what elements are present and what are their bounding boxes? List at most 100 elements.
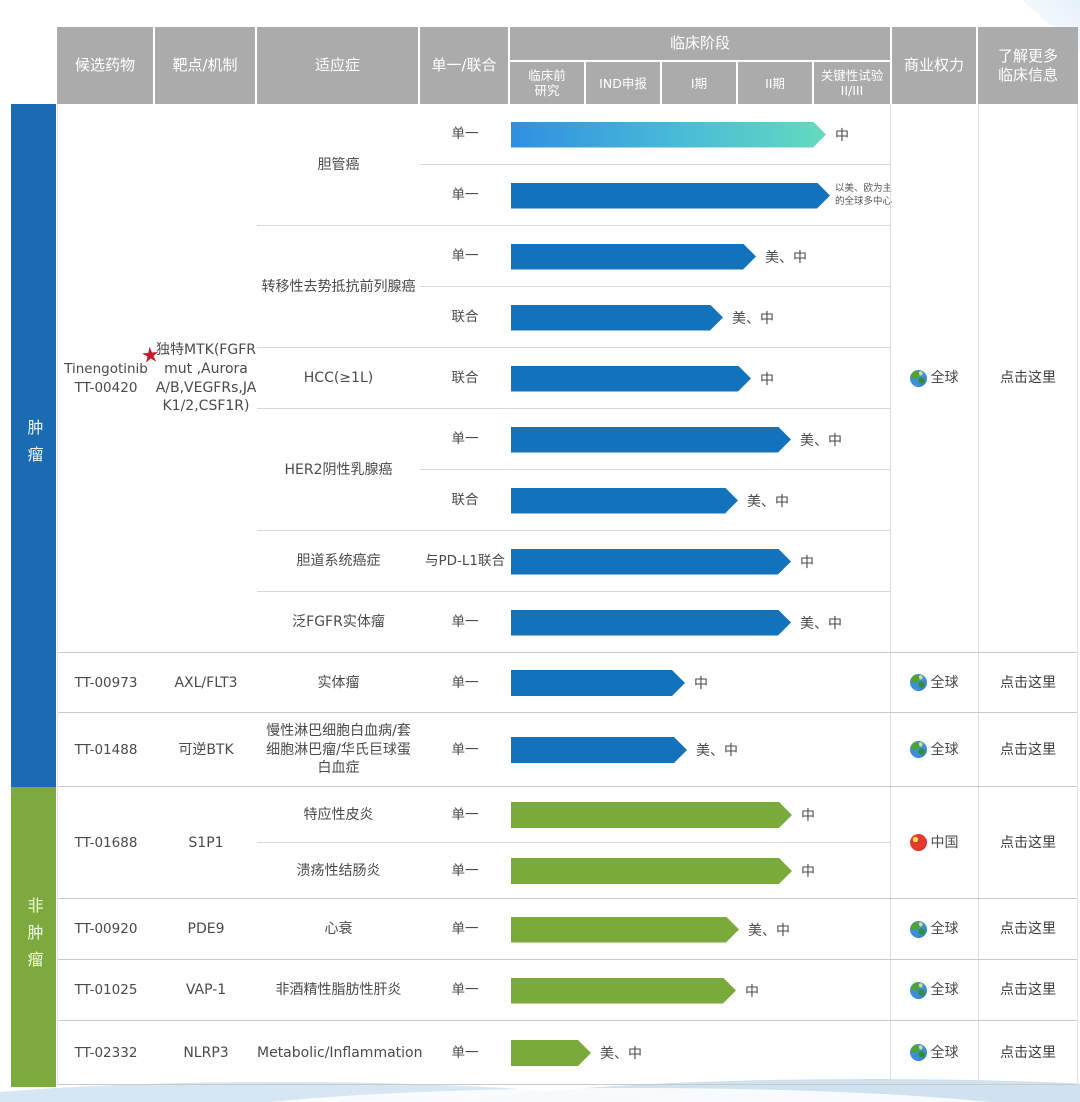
stage-bar [511,610,791,636]
commercial-rights-cell: 全球 [890,1021,978,1085]
mode-text: 单一 [420,247,510,265]
mode-cell: 单一 [420,787,510,843]
pipeline-group: TT-02332NLRP3Metabolic/Inflammation单一美、中… [57,1021,1078,1085]
drug-name: TT-02332 [57,1044,155,1062]
category-label-oncology: 肿瘤 [22,419,46,473]
mode-text: 单一 [420,186,510,204]
column-separator [890,960,891,1021]
stage-bar [511,737,687,763]
column-separator [978,104,979,653]
more-info-cell: 点击这里 [978,653,1078,713]
mode-cell: 联合 [420,287,510,348]
indication-text: 实体瘤 [257,674,420,693]
indication-text: 胆管癌 [257,156,420,175]
mode-cell: 联合 [420,470,510,531]
commercial-label: 全球 [931,741,959,760]
target-text: NLRP3 [155,1044,257,1063]
column-separator [890,713,891,787]
drug-name-cell: TT-00920 [57,899,155,960]
mode-text: 单一 [420,981,510,999]
commercial-rights-cell: 中国 [890,787,978,899]
stage-bar [511,858,792,884]
indication-text: 慢性淋巴细胞白血病/套细胞淋巴瘤/华氏巨球蛋白血症 [257,722,420,779]
more-info-cell: 点击这里 [978,1021,1078,1085]
region-label: 以美、欧为主 的全球多中心 [835,165,892,226]
globe-icon [910,1044,927,1061]
more-info-cell: 点击这里 [978,713,1078,787]
region-label: 中 [801,843,815,899]
mode-text: 单一 [420,806,510,824]
drug-name-line: Tinengotinib [57,360,155,378]
more-info-link[interactable]: 点击这里 [1000,741,1056,760]
indication-cell: 心衰 [257,899,420,960]
drug-name-cell: TinengotinibTT-00420 [57,104,155,653]
target-text: 可逆BTK [155,741,257,760]
column-separator [978,787,979,899]
header-stage-ind: IND申报 [586,62,660,104]
column-separator [890,653,891,713]
drug-name: TT-00920 [57,920,155,938]
target-text: VAP-1 [155,981,257,1000]
more-info-link[interactable]: 点击这里 [1000,834,1056,853]
region-label: 中 [801,787,815,843]
more-info-cell: 点击这里 [978,787,1078,899]
region-label: 美、中 [747,470,789,531]
drug-name-cell: TT-01025 [57,960,155,1021]
mode-cell: 单一 [420,165,510,226]
header-clinical-stage: 临床阶段 [510,27,890,60]
more-info-link[interactable]: 点击这里 [1000,981,1056,1000]
header-stage-phase1: I期 [662,62,736,104]
mode-cell: 单一 [420,713,510,787]
category-band-oncology: 肿瘤 [11,104,56,787]
more-info-link[interactable]: 点击这里 [1000,920,1056,939]
region-label: 美、中 [732,287,774,348]
more-info-link[interactable]: 点击这里 [1000,1044,1056,1063]
mode-text: 联合 [420,308,510,326]
target-text: AXL/FLT3 [155,674,257,693]
globe-icon [910,741,927,758]
more-info-cell: 点击这里 [978,104,1078,653]
drug-name-line: TT-00973 [57,674,155,692]
drug-name: TT-01025 [57,981,155,999]
target-cell: NLRP3 [155,1021,257,1085]
commercial-rights-cell: 全球 [890,104,978,653]
drug-name: TT-01488 [57,741,155,759]
region-label: 中 [745,960,759,1021]
drug-name-line: TT-01025 [57,981,155,999]
header-mode: 单一/联合 [420,27,508,104]
mode-cell: 单一 [420,843,510,899]
mode-text: 单一 [420,1044,510,1062]
commercial-label: 全球 [931,981,959,1000]
mode-text: 单一 [420,674,510,692]
commercial-label: 全球 [931,674,959,693]
mode-cell: 单一 [420,592,510,653]
mode-cell: 单一 [420,899,510,960]
indication-cell: 胆管癌 [257,104,420,226]
pipeline-group: TT-01488可逆BTK慢性淋巴细胞白血病/套细胞淋巴瘤/华氏巨球蛋白血症单一… [57,713,1078,787]
stage-bar [511,122,826,148]
column-separator [890,1021,891,1085]
pipeline-group: TT-01025VAP-1非酒精性脂肪性肝炎单一中全球点击这里 [57,960,1078,1021]
header-target: 靶点/机制 [155,27,255,104]
column-separator [890,104,891,653]
commercial-label: 全球 [931,369,959,388]
stage-bar [511,670,685,696]
column-separator [978,713,979,787]
region-label: 美、中 [800,592,842,653]
more-info-link[interactable]: 点击这里 [1000,674,1056,693]
table-right-edge [1077,104,1078,1085]
indication-cell: HCC(≥1L) [257,348,420,409]
target-text: S1P1 [155,834,257,853]
region-label: 中 [694,653,708,713]
drug-name: TinengotinibTT-00420 [57,360,155,396]
more-info-link[interactable]: 点击这里 [1000,369,1056,388]
mode-cell: 联合 [420,348,510,409]
indication-cell: HER2阴性乳腺癌 [257,409,420,531]
mode-cell: 单一 [420,409,510,470]
indication-text: HCC(≥1L) [257,369,420,388]
region-label: 美、中 [800,409,842,470]
indication-cell: Metabolic/Inflammation [257,1021,420,1085]
target-cell: 独特MTK(FGFR mut ,Aurora A/B,VEGFRs,JAK1/2… [155,104,257,653]
indication-cell: 胆道系统癌症 [257,531,420,592]
stage-bar [511,1040,591,1066]
